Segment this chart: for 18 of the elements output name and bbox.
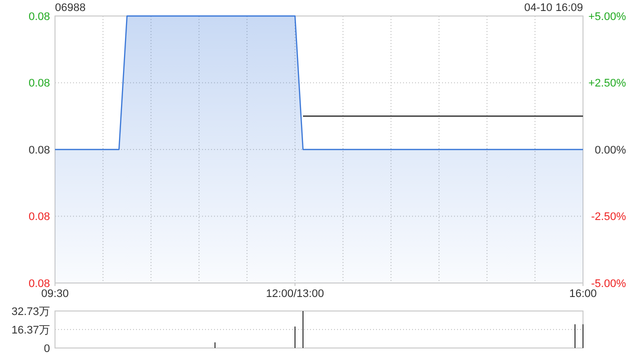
y-tick-label: 32.73万: [11, 306, 50, 318]
y-tick-label: 16.37万: [11, 324, 50, 336]
y2-tick-label: -5.00%: [591, 278, 626, 290]
y-tick-label: 0.08: [28, 211, 50, 224]
y2-tick-label: +5.00%: [588, 10, 626, 23]
y-tick-label: 0: [44, 342, 50, 355]
y-tick-label: 0.08: [28, 78, 50, 90]
x-tick-label: 12:00/13:00: [266, 288, 324, 300]
text: 04-10 16:09: [524, 2, 583, 14]
x-tick-label: 09:30: [41, 288, 69, 300]
y2-tick-label: -2.50%: [591, 211, 626, 224]
y-tick-label: 0.08: [28, 278, 50, 290]
y-tick-label: 0.08: [28, 144, 50, 156]
chart-title: 06988: [55, 2, 86, 14]
y2-tick-label: 0.00%: [594, 144, 626, 156]
x-tick-label: 16:00: [569, 288, 597, 300]
y-tick-label: 0.08: [28, 10, 50, 23]
y2-tick-label: +2.50%: [588, 78, 626, 90]
